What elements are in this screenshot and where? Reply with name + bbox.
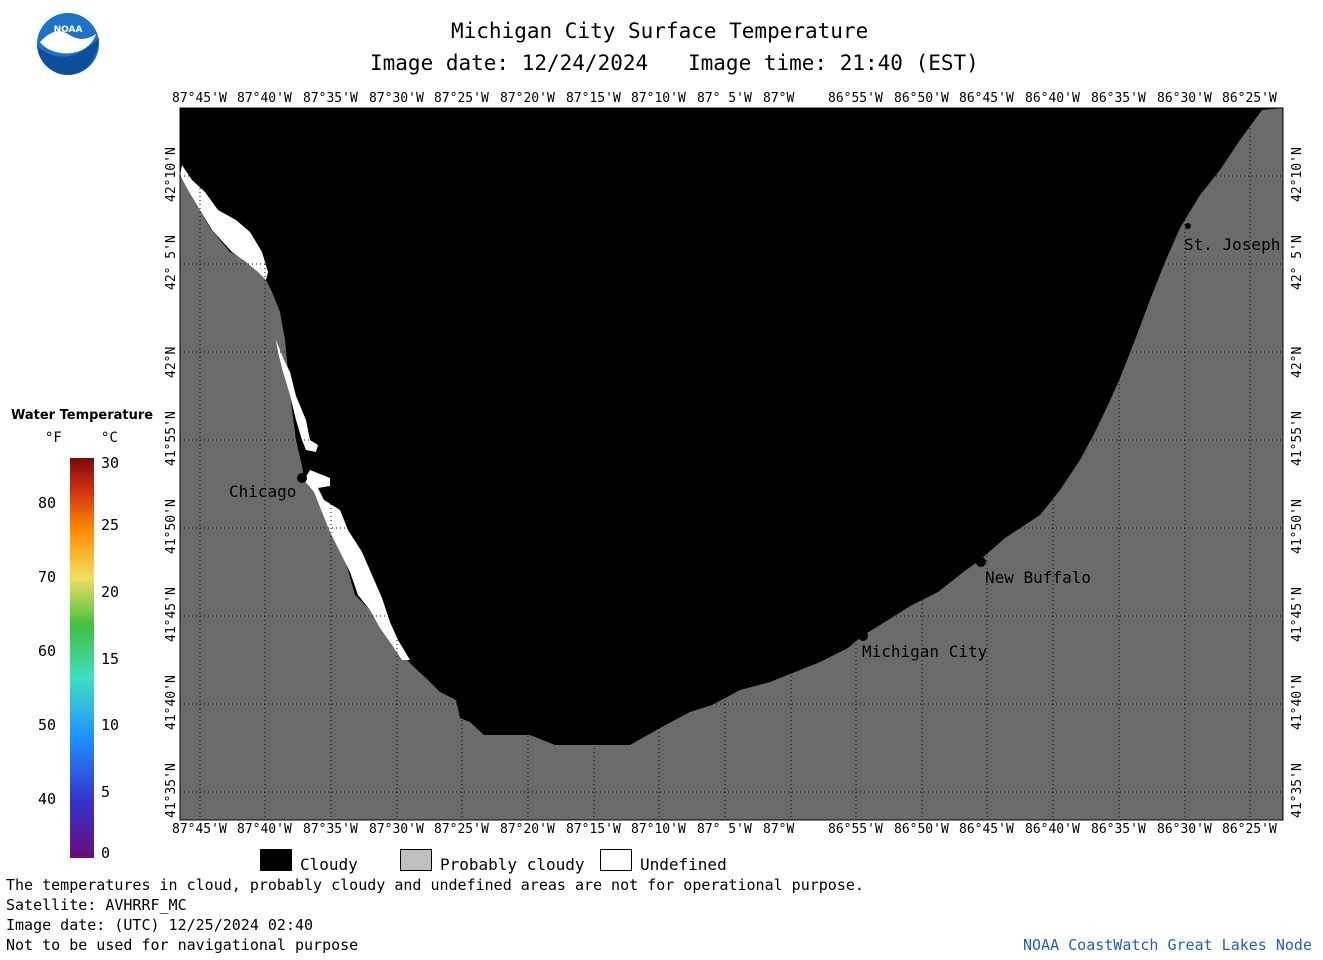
longitude-label: 87°W [763, 822, 795, 837]
longitude-label: 86°45'W [959, 91, 1014, 106]
longitude-label: 86°35'W [1091, 822, 1146, 837]
longitude-label: 87° 5'W [697, 91, 752, 106]
celsius-tick-label: 25 [101, 516, 120, 534]
longitude-label: 86°45'W [959, 822, 1014, 837]
longitude-label: 87°30'W [369, 91, 424, 106]
fahrenheit-tick-label: 70 [38, 568, 57, 586]
legend-undefined-label: Undefined [640, 855, 727, 874]
latitude-label: 42°10'N [1290, 147, 1305, 202]
latitude-label: 41°55'N [164, 411, 179, 466]
latitude-label: 41°50'N [164, 499, 179, 554]
longitude-label: 87°20'W [500, 822, 555, 837]
temperature-scale-title: Water Temperature [11, 408, 154, 423]
west-shore-land [180, 108, 1283, 820]
longitude-label: 87°W [763, 91, 795, 106]
disclaimer-note: The temperatures in cloud, probably clou… [6, 876, 864, 894]
celsius-tick-label: 15 [101, 650, 120, 668]
unit-celsius: °C [101, 430, 118, 446]
celsius-tick-label: 30 [101, 454, 120, 472]
legend-cloudy-label: Cloudy [300, 855, 358, 874]
longitude-label: 87°25'W [434, 91, 489, 106]
undefined-area [180, 165, 268, 280]
latitude-label: 42° 5'N [164, 235, 179, 290]
utc-date-label: Image date: (UTC) 12/25/2024 02:40 [6, 916, 314, 934]
longitude-label: 87° 5'W [697, 822, 752, 837]
navigation-warning: Not to be used for navigational purpose [6, 936, 359, 954]
longitude-label: 87°40'W [237, 822, 292, 837]
satellite-label: Satellite: AVHRRF_MC [6, 896, 187, 914]
unit-fahrenheit: °F [45, 430, 62, 446]
latitude-label: 41°40'N [1290, 675, 1305, 730]
longitude-label: 86°25'W [1222, 91, 1277, 106]
image-time: Image time: 21:40 (EST) [688, 51, 979, 75]
latitude-label: 42°N [164, 346, 179, 378]
latitude-label: 41°35'N [164, 763, 179, 818]
map-frame [179, 107, 1284, 821]
fahrenheit-tick-label: 40 [38, 790, 57, 808]
longitude-label: 87°40'W [237, 91, 292, 106]
latitude-label: 41°55'N [1290, 411, 1305, 466]
celsius-tick-label: 0 [101, 844, 111, 862]
temperature-color-bar [70, 458, 94, 858]
longitude-label: 87°20'W [500, 91, 555, 106]
longitude-label: 86°50'W [894, 822, 949, 837]
place-label-chicago: Chicago [229, 482, 297, 501]
michigan-city-marker [858, 631, 868, 641]
credit-link[interactable]: NOAA CoastWatch Great Lakes Node [1023, 936, 1312, 954]
celsius-tick-label: 10 [101, 716, 120, 734]
longitude-label: 86°40'W [1025, 91, 1080, 106]
fahrenheit-tick-label: 80 [38, 494, 57, 512]
longitude-label: 86°40'W [1025, 822, 1080, 837]
longitude-label: 87°15'W [566, 91, 621, 106]
place-label-michigan-city: Michigan City [862, 642, 988, 661]
noaa-logo: NOAA [36, 12, 100, 76]
legend-cloudy-swatch [260, 849, 292, 871]
longitude-label: 87°10'W [631, 822, 686, 837]
logo-text: NOAA [54, 25, 83, 35]
map-title: Michigan City Surface Temperature [451, 19, 869, 43]
longitude-label: 86°50'W [894, 91, 949, 106]
fahrenheit-tick-label: 60 [38, 642, 57, 660]
legend-probably-cloudy-swatch [400, 849, 432, 871]
longitude-label: 87°15'W [566, 822, 621, 837]
latitude-label: 41°45'N [164, 587, 179, 642]
new-buffalo-marker [976, 557, 986, 567]
image-date: Image date: 12/24/2024 [370, 51, 649, 75]
st-joseph-marker [1185, 223, 1191, 229]
place-label-new-buffalo: New Buffalo [985, 568, 1091, 587]
graticule [180, 108, 1283, 820]
longitude-label: 87°30'W [369, 822, 424, 837]
legend-undefined-swatch [600, 849, 632, 871]
longitude-label: 87°35'W [303, 91, 358, 106]
longitude-label: 87°25'W [434, 822, 489, 837]
longitude-label: 87°45'W [172, 822, 227, 837]
celsius-tick-label: 5 [101, 783, 111, 801]
latitude-label: 42° 5'N [1290, 235, 1305, 290]
longitude-label: 86°30'W [1157, 91, 1212, 106]
latitude-label: 41°45'N [1290, 587, 1305, 642]
longitude-label: 87°35'W [303, 822, 358, 837]
latitude-label: 41°50'N [1290, 499, 1305, 554]
fahrenheit-tick-label: 50 [38, 716, 57, 734]
place-label-st-joseph: St. Joseph [1184, 235, 1281, 254]
celsius-tick-label: 20 [101, 583, 120, 601]
latitude-label: 41°40'N [164, 675, 179, 730]
longitude-label: 86°35'W [1091, 91, 1146, 106]
longitude-label: 86°30'W [1157, 822, 1212, 837]
latitude-label: 41°35'N [1290, 763, 1305, 818]
chicago-marker [297, 473, 307, 483]
latitude-label: 42°10'N [164, 147, 179, 202]
longitude-label: 87°45'W [172, 91, 227, 106]
longitude-label: 86°55'W [828, 91, 883, 106]
latitude-label: 42°N [1290, 346, 1305, 378]
longitude-label: 87°10'W [631, 91, 686, 106]
undefined-area-3 [304, 470, 410, 660]
longitude-label: 86°25'W [1222, 822, 1277, 837]
undefined-area-2 [276, 340, 318, 452]
legend-probably-cloudy-label: Probably cloudy [440, 855, 585, 874]
longitude-label: 86°55'W [828, 822, 883, 837]
